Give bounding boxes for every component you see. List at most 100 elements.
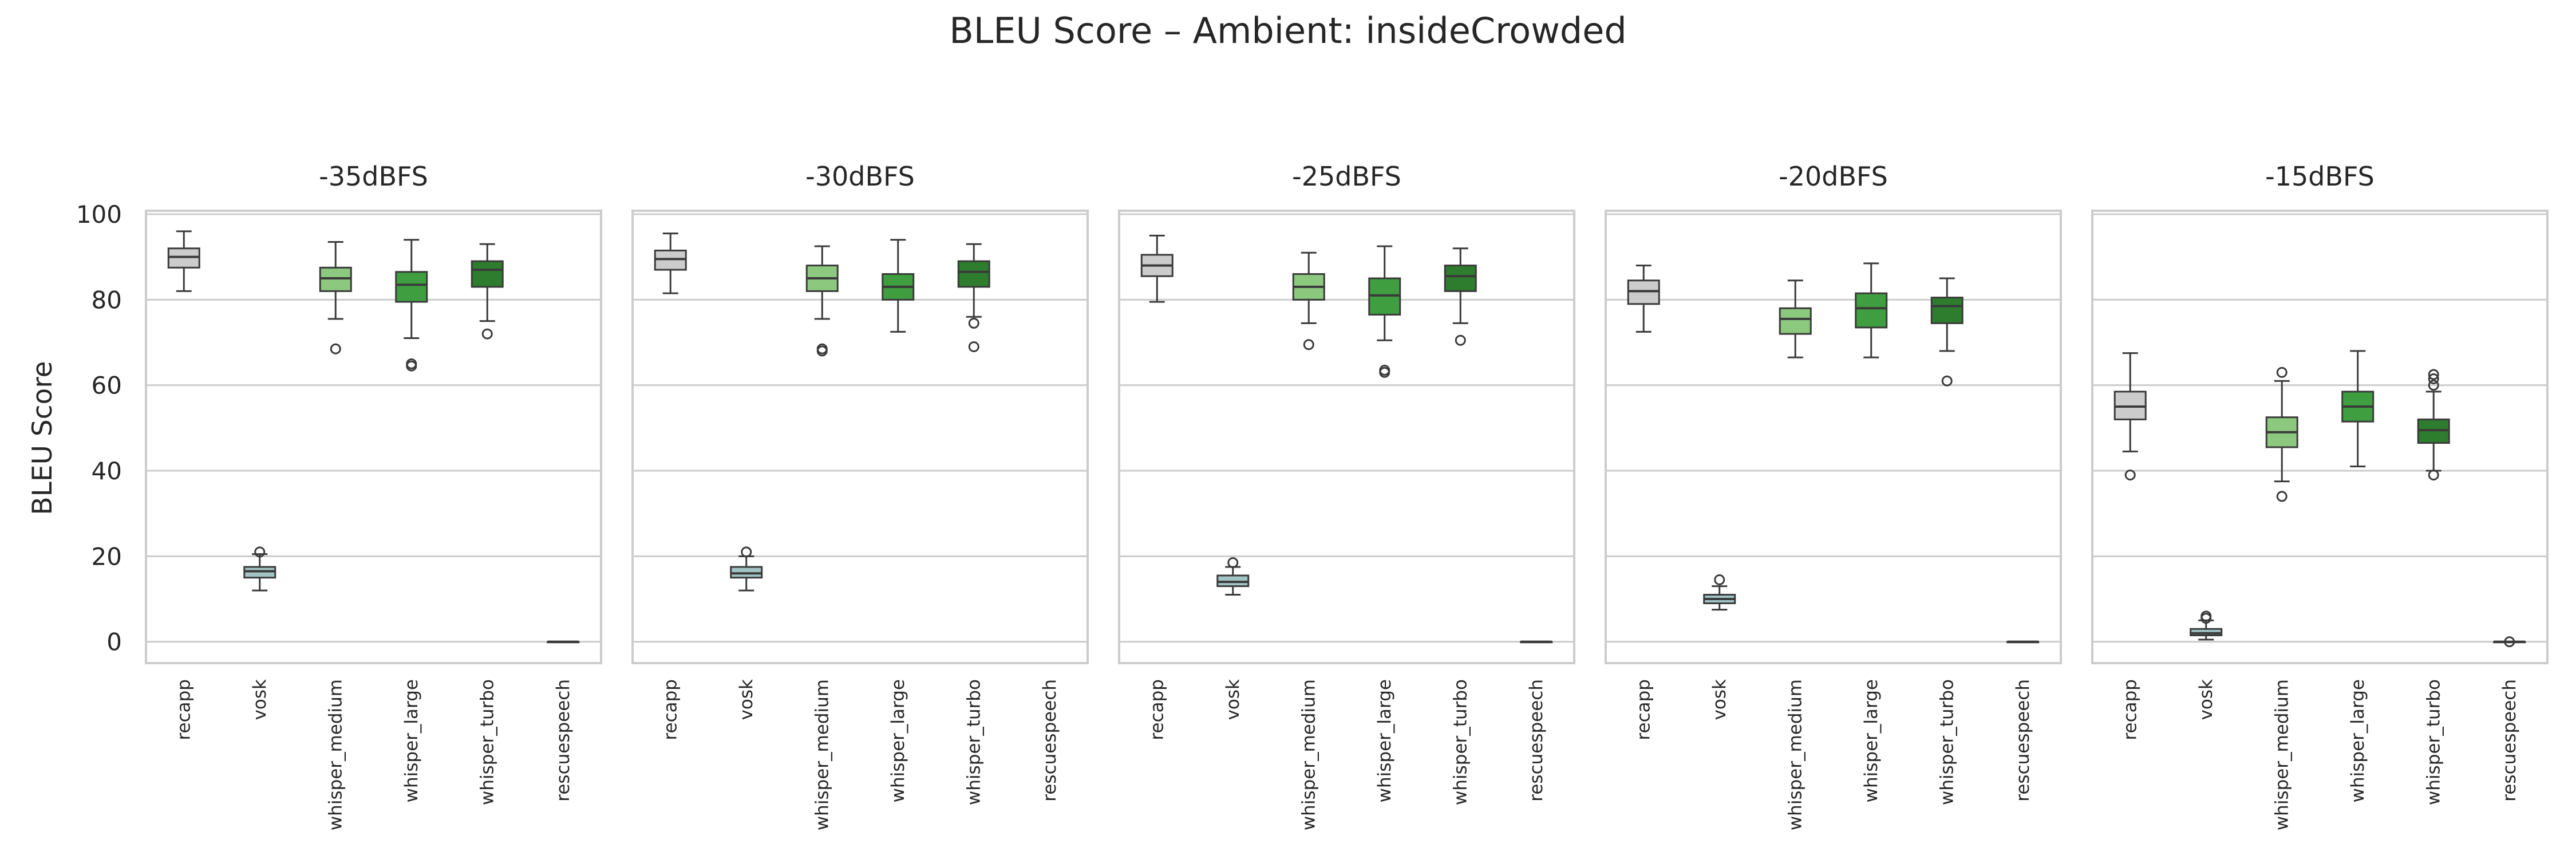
outlier-point — [2428, 369, 2439, 380]
panel-0: -35dBFS 0 20 40 60 80 100 recapp vosk whisper_med… — [76, 161, 602, 830]
y-tick-label: 40 — [92, 457, 122, 485]
outlier-point — [1303, 339, 1314, 350]
x-tick-label: whisper_large — [1374, 679, 1395, 802]
x-tick-label: rescuespeech — [2499, 679, 2520, 802]
box-whisper_medium — [1292, 251, 1325, 350]
outlier-point — [2428, 380, 2439, 391]
box-iqr — [1930, 297, 1963, 324]
box-whisper_large — [395, 239, 428, 372]
x-tick-label: whisper_large — [1861, 679, 1882, 802]
box-recapp — [1627, 265, 1660, 333]
panel-frame — [2091, 210, 2549, 664]
y-axis-label: BLEU Score — [27, 361, 58, 515]
x-tick-label: vosk — [2196, 679, 2217, 720]
outlier-point — [2428, 373, 2439, 384]
x-tick-label: whisper_medium — [1785, 679, 1805, 830]
panel-4: -15dBFS recapp vosk whisper_medium whisper_l… — [2091, 161, 2549, 830]
y-tick-label: 80 — [92, 286, 122, 314]
x-tick-label: whisper_turbo — [477, 679, 497, 805]
x-tick-label: whisper_medium — [1298, 679, 1319, 830]
box-rescuespeech — [2006, 640, 2040, 644]
x-tick-label: rescuespeech — [1526, 679, 1547, 802]
outlier-point — [1455, 334, 1466, 346]
outlier-point — [2276, 367, 2287, 378]
box-whisper_turbo — [957, 243, 990, 352]
outlier-point — [1379, 367, 1390, 378]
outlier-point — [406, 360, 417, 372]
panel-title: -30dBFS — [805, 161, 915, 192]
x-tick-label: recapp — [173, 679, 194, 740]
x-tick-label: whisper_turbo — [963, 679, 984, 805]
box-rescuespeech — [2493, 636, 2526, 648]
panel-1: -30dBFS recapp vosk whisper_medium whisper_l… — [631, 161, 1089, 830]
panel-title: -20dBFS — [1779, 161, 1888, 192]
box-whisper_large — [1855, 262, 1888, 358]
box-iqr — [1444, 265, 1477, 292]
box-iqr — [957, 260, 990, 288]
x-tick-label: rescuespeech — [1040, 679, 1060, 802]
x-tick-label: whisper_turbo — [1450, 679, 1471, 805]
outlier-point — [1714, 574, 1725, 585]
box-iqr — [395, 271, 428, 303]
box-recapp — [1140, 234, 1174, 303]
x-tick-label: whisper_medium — [325, 679, 346, 830]
panel-title: -25dBFS — [1292, 161, 1401, 192]
box-rescuespeech — [1520, 640, 1553, 644]
x-tick-label: whisper_medium — [812, 679, 832, 830]
box-whisper_turbo — [471, 243, 504, 340]
outlier-point — [1227, 557, 1239, 569]
x-tick-label: vosk — [1709, 679, 1730, 720]
x-tick-label: whisper_large — [888, 679, 908, 802]
x-tick-label: vosk — [250, 679, 270, 720]
x-tick-label: recapp — [1633, 679, 1654, 740]
box-whisper_medium — [2265, 367, 2298, 502]
box-vosk — [243, 546, 276, 592]
box-whisper_large — [1368, 245, 1401, 378]
panel-title: -35dBFS — [319, 161, 428, 192]
box-whisper_medium — [319, 241, 352, 354]
box-vosk — [1703, 574, 1736, 611]
box-vosk — [2190, 610, 2223, 641]
panel-2: -25dBFS recapp vosk whisper_medium whisper_l… — [1118, 161, 1575, 830]
outlier-point — [330, 343, 341, 354]
x-tick-label: recapp — [2120, 679, 2140, 740]
outlier-point — [2200, 613, 2212, 624]
x-tick-label: recapp — [1147, 679, 1167, 740]
x-tick-label: rescuespeech — [2013, 679, 2033, 802]
x-tick-label: whisper_medium — [2271, 679, 2292, 830]
box-iqr — [1779, 307, 1812, 335]
panel-frame — [145, 210, 602, 664]
box-whisper_medium — [1779, 279, 1812, 358]
x-tick-label: whisper_turbo — [1937, 679, 1957, 805]
box-whisper_turbo — [1930, 277, 1963, 387]
outlier-point — [254, 546, 266, 558]
panel-frame — [1118, 210, 1575, 664]
box-recapp — [2113, 352, 2147, 480]
outlier-point — [2276, 491, 2287, 502]
outlier-point — [481, 328, 493, 340]
outlier-point — [816, 345, 828, 357]
panel-title: -15dBFS — [2265, 161, 2374, 192]
outlier-point — [741, 546, 752, 558]
outlier-point — [2504, 636, 2515, 648]
box-whisper_large — [2341, 350, 2374, 468]
panel-frame — [631, 210, 1089, 664]
outlier-point — [1941, 375, 1953, 387]
x-tick-label: whisper_turbo — [2423, 679, 2444, 805]
panel-3: -20dBFS recapp vosk whisper_medium whisper_l… — [1605, 161, 2062, 830]
x-tick-label: whisper_large — [401, 679, 422, 802]
outlier-point — [968, 341, 979, 352]
x-tick-label: rescuespeech — [553, 679, 574, 802]
box-iqr — [1855, 292, 1888, 329]
x-tick-label: recapp — [660, 679, 681, 740]
box-vosk — [730, 546, 763, 592]
box-whisper_turbo — [2417, 369, 2450, 480]
box-recapp — [167, 230, 200, 292]
y-tick-label: 0 — [106, 628, 122, 656]
x-tick-label: vosk — [736, 679, 757, 720]
box-recapp — [654, 233, 687, 294]
y-tick-label: 100 — [76, 200, 122, 228]
box-rescuespeech — [547, 640, 580, 644]
box-whisper_turbo — [1444, 247, 1477, 346]
